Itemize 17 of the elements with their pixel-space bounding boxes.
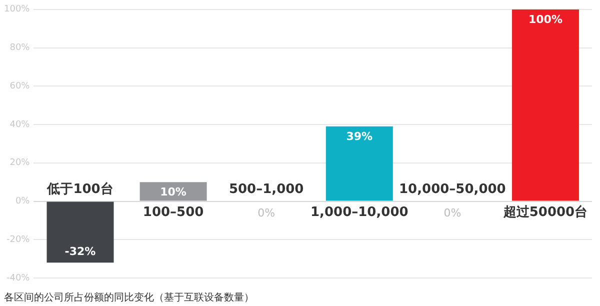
data-label: 39% [346, 130, 373, 143]
data-label: 10% [160, 185, 186, 198]
x-tick-label: 超过50000台 [502, 204, 588, 220]
x-tick-label: 100–500 [142, 205, 204, 220]
x-tick-label: 10,000–50,000 [399, 182, 506, 198]
bar [140, 182, 207, 201]
data-label: 0% [258, 206, 276, 220]
bar [512, 9, 579, 201]
x-tick-label: 1,000–10,000 [310, 205, 408, 220]
x-tick-label: 500–1,000 [228, 182, 304, 198]
data-label: 100% [528, 12, 562, 26]
text: 各区间的公司所占份额的同比变化（基于互联设备数量） [4, 292, 254, 304]
data-label: -32% [64, 245, 96, 258]
data-label: 0% [444, 206, 462, 220]
x-tick-label: 低于100台 [46, 181, 114, 198]
bar [326, 126, 393, 201]
bar [46, 202, 114, 263]
